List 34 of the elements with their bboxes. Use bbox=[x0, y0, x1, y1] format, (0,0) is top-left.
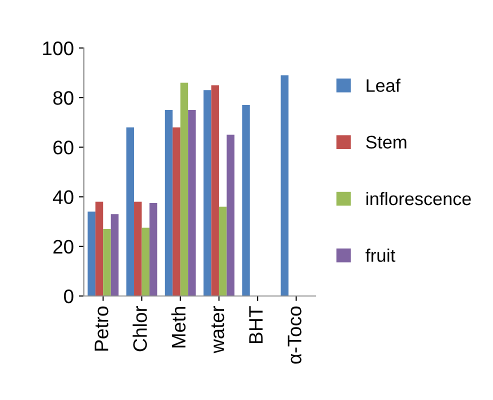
bar bbox=[110, 214, 119, 296]
y-tick-label: 80 bbox=[53, 91, 74, 105]
bar bbox=[134, 202, 142, 296]
bar bbox=[188, 110, 196, 296]
legend-label: Stem bbox=[366, 136, 406, 149]
bar bbox=[280, 75, 288, 296]
y-tick-label: 40 bbox=[52, 190, 74, 204]
bar bbox=[172, 127, 180, 296]
x-tick-label: Meth bbox=[171, 306, 186, 348]
bar bbox=[88, 212, 96, 296]
legend-label: inflorescence bbox=[366, 192, 471, 206]
x-tick-label: α-Toco bbox=[288, 306, 302, 364]
bar bbox=[242, 105, 250, 296]
bar bbox=[164, 110, 173, 296]
x-tick-label: water bbox=[211, 306, 224, 354]
bar bbox=[204, 90, 212, 296]
y-tick-label: 100 bbox=[43, 41, 74, 56]
legend-label: Leaf bbox=[366, 78, 400, 92]
bar bbox=[180, 82, 188, 296]
bar bbox=[149, 203, 158, 296]
y-tick-label: 60 bbox=[53, 140, 74, 154]
x-tick-label: BHT bbox=[249, 306, 263, 344]
bar bbox=[126, 127, 134, 296]
bar bbox=[218, 206, 227, 296]
bar bbox=[226, 134, 234, 296]
y-tick-label: 0 bbox=[64, 289, 74, 304]
x-tick-label: Chlor bbox=[132, 306, 147, 352]
legend-label: fruit bbox=[366, 248, 396, 262]
x-tick-label: Petro bbox=[94, 306, 108, 351]
bar bbox=[103, 229, 111, 296]
bar bbox=[142, 228, 150, 296]
bar bbox=[211, 85, 219, 296]
bar bbox=[95, 202, 104, 296]
y-tick-label: 20 bbox=[53, 240, 74, 254]
